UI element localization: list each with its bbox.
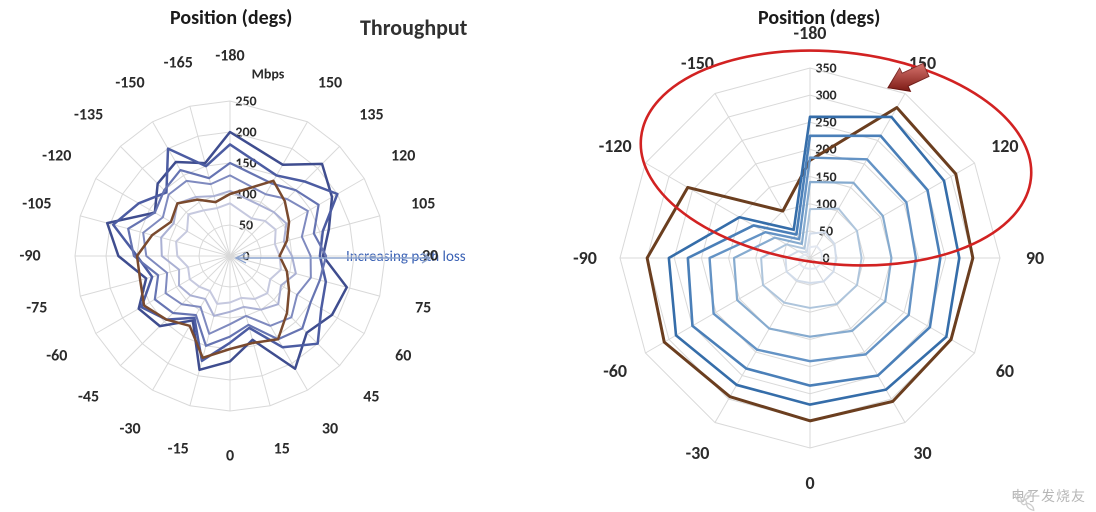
- fan-icon: [1011, 486, 1037, 512]
- chart-canvas: Position (degs) Throughput Mbps Position…: [0, 0, 1096, 512]
- watermark: 电子发烧友: [1011, 486, 1086, 506]
- svg-layer: [0, 0, 1096, 512]
